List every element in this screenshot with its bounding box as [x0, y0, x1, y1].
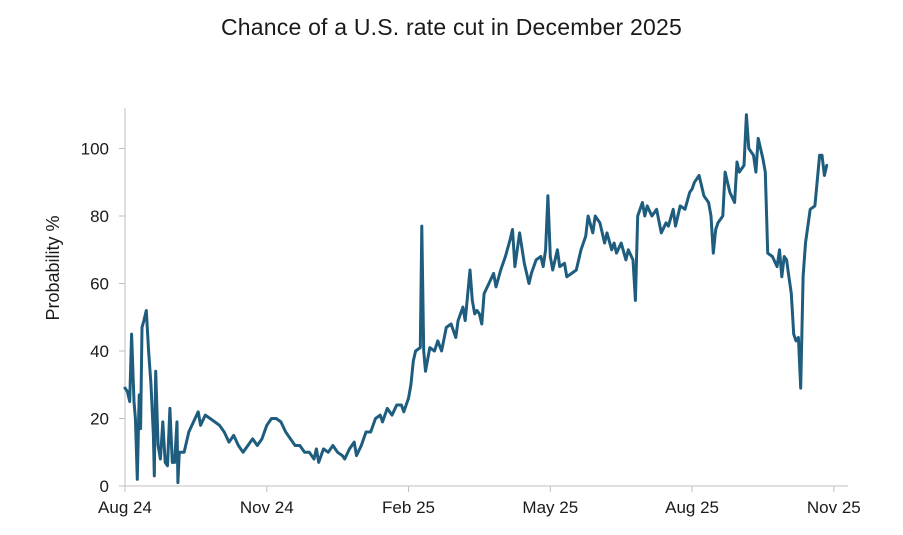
y-tick-label: 100 [81, 140, 109, 159]
y-tick-label: 0 [100, 477, 109, 496]
x-tick-label: Aug 25 [665, 498, 719, 517]
chart-title: Chance of a U.S. rate cut in December 20… [221, 14, 682, 40]
axes [124, 108, 848, 487]
series-layer [123, 113, 829, 485]
y-tick-label: 40 [90, 342, 109, 361]
x-tick-label: Aug 24 [98, 498, 152, 517]
y-tick-label: 20 [90, 410, 109, 429]
ticks: 0 20 40 60 80 100 Aug 24 Nov 24 Feb 25 May 25 Aug … [81, 140, 861, 518]
series-line [123, 113, 829, 485]
y-tick-label: 60 [90, 275, 109, 294]
x-tick-label: Nov 24 [240, 498, 294, 517]
x-tick-label: Feb 25 [382, 498, 435, 517]
y-tick-label: 80 [90, 207, 109, 226]
x-tick-label: Nov 25 [807, 498, 861, 517]
x-tick-label: May 25 [522, 498, 578, 517]
y-axis-title: Probability % [43, 215, 63, 320]
